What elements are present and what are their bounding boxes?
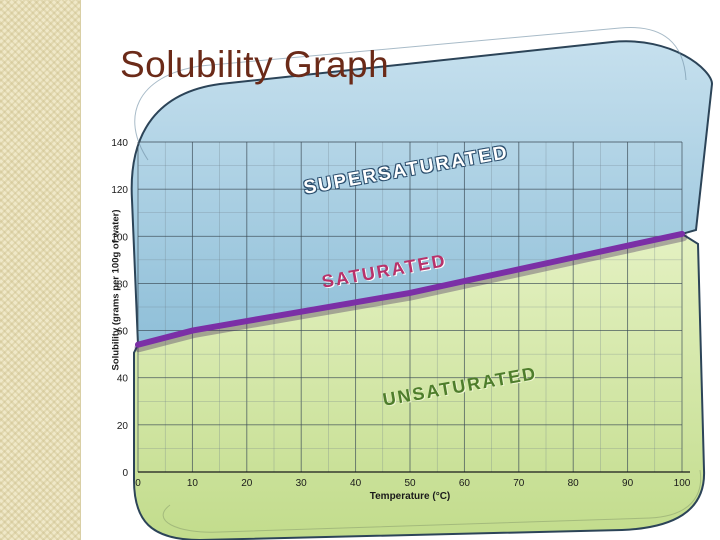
y-tick-label: 140 (111, 138, 128, 149)
y-tick-label: 120 (111, 185, 128, 196)
y-tick-label: 40 (117, 374, 129, 385)
x-tick-label: 70 (513, 478, 525, 489)
solubility-curve (134, 230, 688, 353)
solubility-curve-line (135, 230, 685, 348)
y-tick-label: 0 (122, 468, 128, 479)
decorative-frame-lower (162, 469, 702, 533)
x-tick-label: 90 (622, 478, 634, 489)
x-tick-label: 0 (135, 478, 141, 489)
y-tick-label: 80 (117, 279, 129, 290)
y-tick-label: 100 (111, 232, 128, 243)
x-axis-label: Temperature (°C) (369, 491, 451, 502)
x-tick-label: 40 (350, 478, 362, 489)
y-tick-label: 20 (117, 421, 129, 432)
solubility-curve-shadow (134, 232, 688, 353)
decorative-frame-upper (134, 26, 687, 161)
x-axis-ticks: 0 10 20 30 40 50 60 70 80 90 100 (135, 478, 691, 489)
y-axis-ticks: 0 20 40 60 80 100 120 140 (111, 138, 128, 479)
slide-title: Solubility Graph (120, 44, 390, 85)
x-tick-label: 100 (674, 478, 691, 489)
x-tick-label: 10 (187, 478, 199, 489)
y-tick-label: 60 (117, 327, 129, 338)
x-tick-label: 20 (241, 478, 253, 489)
x-tick-label: 60 (459, 478, 471, 489)
y-axis-label: Solubility (grams per 100g of water) (110, 209, 122, 371)
x-tick-label: 50 (404, 478, 416, 489)
decorative-strip (0, 0, 81, 540)
x-tick-label: 80 (568, 478, 580, 489)
x-tick-label: 30 (296, 478, 308, 489)
grid (137, 141, 690, 473)
